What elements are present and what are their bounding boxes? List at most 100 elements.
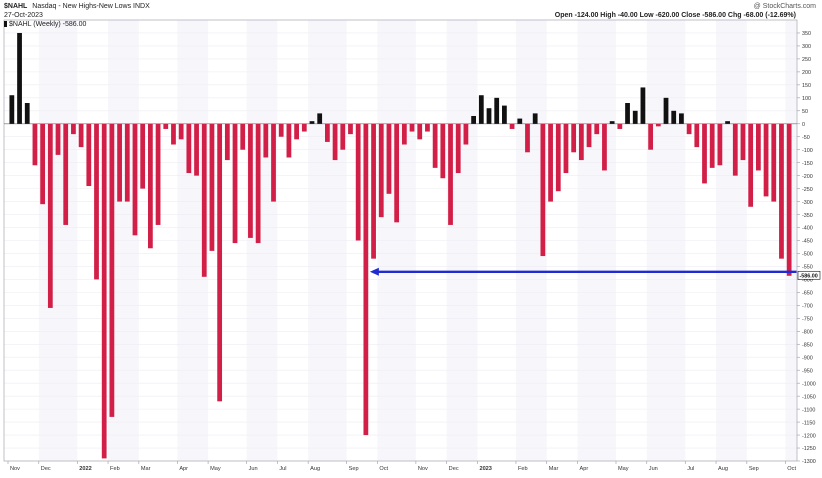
credit: @ StockCharts.com: [753, 3, 816, 10]
y-tick-label: -850: [802, 342, 813, 348]
bar: [140, 123, 146, 189]
y-tick-label: -1000: [802, 381, 816, 387]
y-tick-label: 50: [802, 109, 808, 115]
bar: [625, 103, 630, 124]
bar: [263, 123, 269, 158]
bar: [755, 123, 761, 171]
bar: [440, 123, 446, 179]
bar: [532, 113, 538, 124]
bar: [401, 123, 407, 145]
bar: [417, 123, 423, 140]
x-tick-label: Nov: [418, 466, 428, 472]
bar: [494, 97, 500, 124]
bar: [509, 123, 515, 129]
bar: [779, 123, 784, 259]
y-tick-label: -750: [802, 317, 813, 323]
bar: [517, 118, 523, 124]
bar: [17, 32, 22, 124]
bar: [763, 123, 769, 197]
y-tick-label: -350: [802, 213, 813, 219]
bar: [748, 123, 754, 207]
symbol-description: Nasdaq - New Highs-New Lows INDX: [32, 3, 150, 10]
bar: [702, 123, 707, 184]
y-tick-label: -1050: [802, 394, 816, 400]
y-tick-label: -500: [802, 252, 813, 258]
y-tick-label: 100: [802, 96, 811, 102]
bar: [9, 95, 15, 124]
bar: [448, 123, 453, 225]
bar: [632, 110, 638, 124]
y-tick-label: -50: [802, 135, 810, 141]
bar: [340, 123, 346, 150]
bar: [355, 123, 361, 241]
bar: [394, 123, 400, 223]
bar: [694, 123, 700, 148]
bar: [586, 123, 592, 148]
bar: [663, 97, 669, 124]
x-tick-label: Apr: [179, 466, 188, 472]
chart-title-row: $NAHL Nasdaq - New Highs-New Lows INDX: [4, 2, 150, 11]
bar: [502, 105, 507, 124]
y-tick-label: 350: [802, 31, 811, 37]
x-tick-label: Aug: [718, 466, 728, 472]
horizontal-arrow-annotation: [369, 267, 797, 276]
y-tick-label: -950: [802, 368, 813, 374]
x-tick-label: Dec: [449, 466, 459, 472]
x-tick-label: Oct: [787, 466, 796, 472]
bar: [86, 123, 92, 187]
bar: [686, 123, 692, 135]
bar: [32, 123, 38, 166]
y-tick-label: 250: [802, 57, 811, 63]
bar: [563, 123, 569, 174]
bar: [94, 123, 99, 280]
bar: [740, 123, 746, 161]
bar: [117, 123, 122, 202]
bar: [178, 123, 184, 140]
bar: [132, 123, 138, 236]
bar: [147, 123, 153, 249]
bar: [109, 123, 115, 417]
legend-bar-icon: [4, 21, 7, 27]
y-tick-label: -1100: [802, 407, 815, 413]
bar: [186, 123, 192, 174]
y-tick-label: -100: [802, 148, 813, 154]
bar: [309, 121, 315, 124]
bar: [325, 123, 330, 142]
y-tick-label: -200: [802, 174, 813, 180]
x-tick-label: Jun: [249, 466, 258, 472]
bar: [332, 123, 338, 161]
bar: [671, 110, 677, 124]
bar: [771, 123, 777, 202]
y-tick-label: -150: [802, 161, 813, 167]
bar: [155, 123, 161, 225]
bar: [55, 123, 61, 155]
bar: [224, 123, 230, 161]
bar: [609, 121, 615, 124]
y-tick-label: -600: [802, 278, 813, 284]
bar: [717, 123, 723, 166]
x-tick-label: 2023: [479, 466, 491, 472]
bar: [278, 123, 284, 137]
bar: [409, 123, 415, 132]
bar: [124, 123, 130, 202]
y-tick-label: -450: [802, 239, 813, 245]
last-value-box: [797, 270, 821, 280]
series-label: $NAHL (Weekly) -586.00: [9, 21, 87, 28]
bar: [378, 123, 384, 218]
bar: [555, 123, 561, 192]
x-tick-label: Nov: [10, 466, 20, 472]
bar: [248, 123, 253, 238]
bar: [63, 123, 69, 225]
ohlc-readout: Open -124.00 High -40.00 Low -620.00 Clo…: [554, 12, 796, 19]
bar-series: [9, 32, 792, 459]
bar: [194, 123, 199, 176]
x-tick-label: May: [210, 466, 221, 472]
bar: [371, 123, 376, 259]
bar: [363, 123, 369, 436]
y-tick-label: -700: [802, 304, 813, 310]
x-axis: Nov Dec 2022 Feb Mar Apr May Jun Jul Aug Sep Oct Nov…: [7, 461, 796, 472]
x-tick-label: Sep: [349, 466, 359, 472]
x-tick-label: Mar: [141, 466, 151, 472]
y-axis: 350 300 250 200 150 100 50 0 -50 -100 -150 -200 -250…: [797, 31, 816, 465]
